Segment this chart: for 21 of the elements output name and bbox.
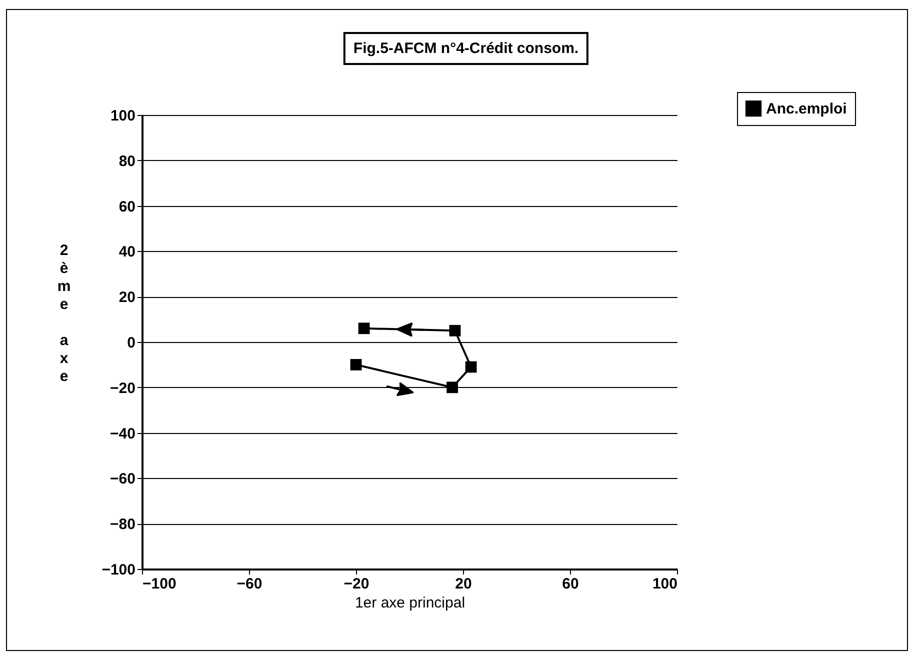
- text: 2ème axe: [57, 242, 71, 385]
- x-tick-label: −100: [142, 576, 176, 592]
- y-tick-label: 40: [118, 244, 136, 261]
- x-tick-label: −60: [236, 576, 262, 592]
- y-tick-label: −40: [110, 425, 136, 442]
- x-tick-label: 20: [455, 576, 472, 592]
- y-tick-label: −80: [110, 516, 136, 534]
- y-tick-label: 60: [118, 198, 136, 216]
- y-tick-label: 100: [110, 108, 136, 124]
- chart-title: Fig.5-AFCM n°4-Crédit consom.: [343, 32, 589, 65]
- y-tick-label: −20: [110, 380, 136, 397]
- y-tick-label: −100: [102, 562, 136, 578]
- y-tick-label: −60: [110, 470, 136, 488]
- x-tick-label: 60: [562, 576, 579, 592]
- x-axis-title: 1er axe principal: [354, 594, 466, 612]
- x-tick-label: 100: [652, 576, 678, 592]
- legend-label: Anc.emploi: [766, 100, 847, 118]
- y-tick-label: 80: [118, 152, 136, 170]
- y-tick-label: 0: [127, 334, 136, 352]
- y-tick-label: 20: [118, 289, 136, 306]
- x-tick-label: −20: [344, 576, 370, 592]
